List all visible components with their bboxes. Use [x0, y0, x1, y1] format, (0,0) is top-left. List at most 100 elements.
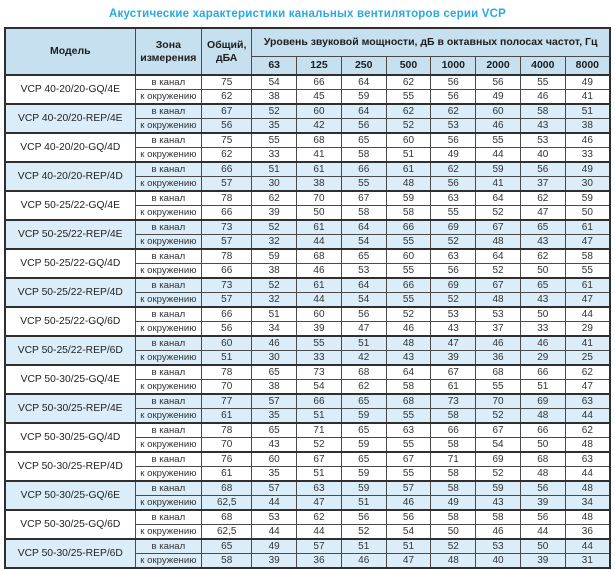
band-value-cell: 47: [430, 335, 477, 351]
band-value-cell: 58: [430, 466, 477, 482]
zone-cell: в канал: [134, 219, 203, 235]
band-value-cell: 64: [340, 74, 387, 90]
band-value-cell: 59: [340, 89, 387, 105]
band-value-cell: 54: [340, 292, 387, 308]
band-value-cell: 56: [519, 480, 566, 496]
band-value-cell: 73: [296, 364, 342, 380]
band-value-cell: 47: [340, 321, 387, 337]
band-value-cell: 49: [564, 161, 611, 177]
table-row: к окружению 70 43 52 59 55 58 54 50 48: [5, 437, 611, 453]
band-value-cell: 48: [564, 480, 611, 496]
header-model: Модель: [4, 27, 136, 76]
band-value-cell: 32: [251, 234, 298, 250]
band-value-cell: 66: [385, 219, 432, 235]
total-dba-cell: 57: [201, 176, 253, 192]
band-value-cell: 59: [251, 248, 298, 264]
band-value-cell: 58: [340, 205, 387, 221]
band-value-cell: 56: [519, 509, 566, 525]
band-value-cell: 31: [564, 553, 611, 569]
total-dba-cell: 66: [201, 161, 253, 177]
band-value-cell: 52: [296, 437, 342, 453]
band-value-cell: 33: [251, 147, 298, 163]
band-value-cell: 50: [430, 524, 477, 540]
model-cell: VCP 50-30/25-GQ/4E: [4, 364, 136, 395]
band-value-cell: 52: [475, 205, 521, 221]
band-value-cell: 50: [296, 205, 342, 221]
header-freq-125: 125: [296, 56, 342, 76]
band-value-cell: 60: [385, 132, 432, 148]
band-value-cell: 65: [519, 277, 566, 293]
total-dba-cell: 70: [201, 379, 253, 395]
band-value-cell: 50: [564, 205, 611, 221]
band-value-cell: 61: [430, 379, 477, 395]
model-cell: VCP 50-30/25-REP/6D: [4, 538, 136, 569]
band-value-cell: 49: [475, 89, 521, 105]
zone-cell: к окружению: [134, 408, 203, 424]
band-value-cell: 65: [519, 219, 566, 235]
band-value-cell: 64: [475, 248, 521, 264]
zone-cell: в канал: [134, 538, 203, 554]
band-value-cell: 61: [564, 277, 611, 293]
band-value-cell: 52: [251, 277, 298, 293]
band-value-cell: 48: [519, 408, 566, 424]
total-dba-cell: 67: [201, 103, 253, 119]
band-value-cell: 51: [340, 335, 387, 351]
band-value-cell: 57: [251, 393, 298, 409]
band-value-cell: 68: [296, 248, 342, 264]
band-value-cell: 67: [340, 190, 387, 206]
band-value-cell: 56: [430, 176, 477, 192]
model-cell: VCP 50-30/25-GQ/6D: [4, 509, 136, 540]
band-value-cell: 61: [564, 219, 611, 235]
band-value-cell: 58: [430, 437, 477, 453]
band-value-cell: 33: [296, 350, 342, 366]
band-value-cell: 50: [519, 306, 566, 322]
band-value-cell: 35: [251, 118, 298, 134]
band-value-cell: 68: [296, 132, 342, 148]
zone-cell: в канал: [134, 161, 203, 177]
zone-cell: в канал: [134, 451, 203, 467]
zone-cell: в канал: [134, 335, 203, 351]
band-value-cell: 68: [340, 364, 387, 380]
table-row: VCP 50-30/25-GQ/6D в канал 68 53 62 56 56 58 58 5…: [4, 509, 611, 540]
band-value-cell: 68: [519, 451, 566, 467]
total-dba-cell: 56: [201, 118, 253, 134]
band-value-cell: 55: [385, 89, 432, 105]
band-value-cell: 67: [385, 451, 432, 467]
band-value-cell: 40: [475, 553, 521, 569]
total-dba-cell: 61: [201, 408, 253, 424]
band-value-cell: 56: [340, 306, 387, 322]
band-value-cell: 52: [340, 524, 387, 540]
band-value-cell: 39: [430, 350, 477, 366]
band-value-cell: 56: [430, 74, 477, 90]
acoustic-characteristics-table: Модель Зона измерения Общий, дБА Уровень…: [4, 27, 611, 569]
band-value-cell: 38: [296, 176, 342, 192]
band-value-cell: 62: [564, 422, 611, 438]
band-value-cell: 58: [564, 248, 611, 264]
total-dba-cell: 62,5: [201, 524, 253, 540]
band-value-cell: 45: [296, 89, 342, 105]
table-row: VCP 40-20/20-REP/4D в канал 66 51 61 66 61 62 59…: [4, 161, 611, 192]
band-value-cell: 63: [385, 422, 432, 438]
band-value-cell: 43: [385, 350, 432, 366]
band-value-cell: 63: [430, 248, 477, 264]
band-value-cell: 58: [430, 480, 477, 496]
zone-cell: в канал: [134, 103, 203, 119]
band-value-cell: 54: [475, 437, 521, 453]
band-value-cell: 44: [564, 466, 611, 482]
zone-cell: в канал: [134, 364, 203, 380]
band-value-cell: 62: [430, 161, 477, 177]
band-value-cell: 55: [385, 234, 432, 250]
table-body: VCP 40-20/20-GQ/4E в канал 75 54 66 64 62 56 56 5…: [4, 74, 611, 569]
band-value-cell: 55: [385, 408, 432, 424]
band-value-cell: 67: [475, 277, 521, 293]
zone-cell: к окружению: [134, 292, 203, 308]
band-value-cell: 58: [385, 205, 432, 221]
band-value-cell: 64: [385, 364, 432, 380]
total-dba-cell: 62,5: [201, 495, 253, 511]
band-value-cell: 38: [564, 118, 611, 134]
band-value-cell: 36: [296, 553, 342, 569]
band-value-cell: 52: [251, 219, 298, 235]
band-value-cell: 39: [519, 495, 566, 511]
zone-cell: в канал: [134, 393, 203, 409]
zone-cell: к окружению: [134, 466, 203, 482]
